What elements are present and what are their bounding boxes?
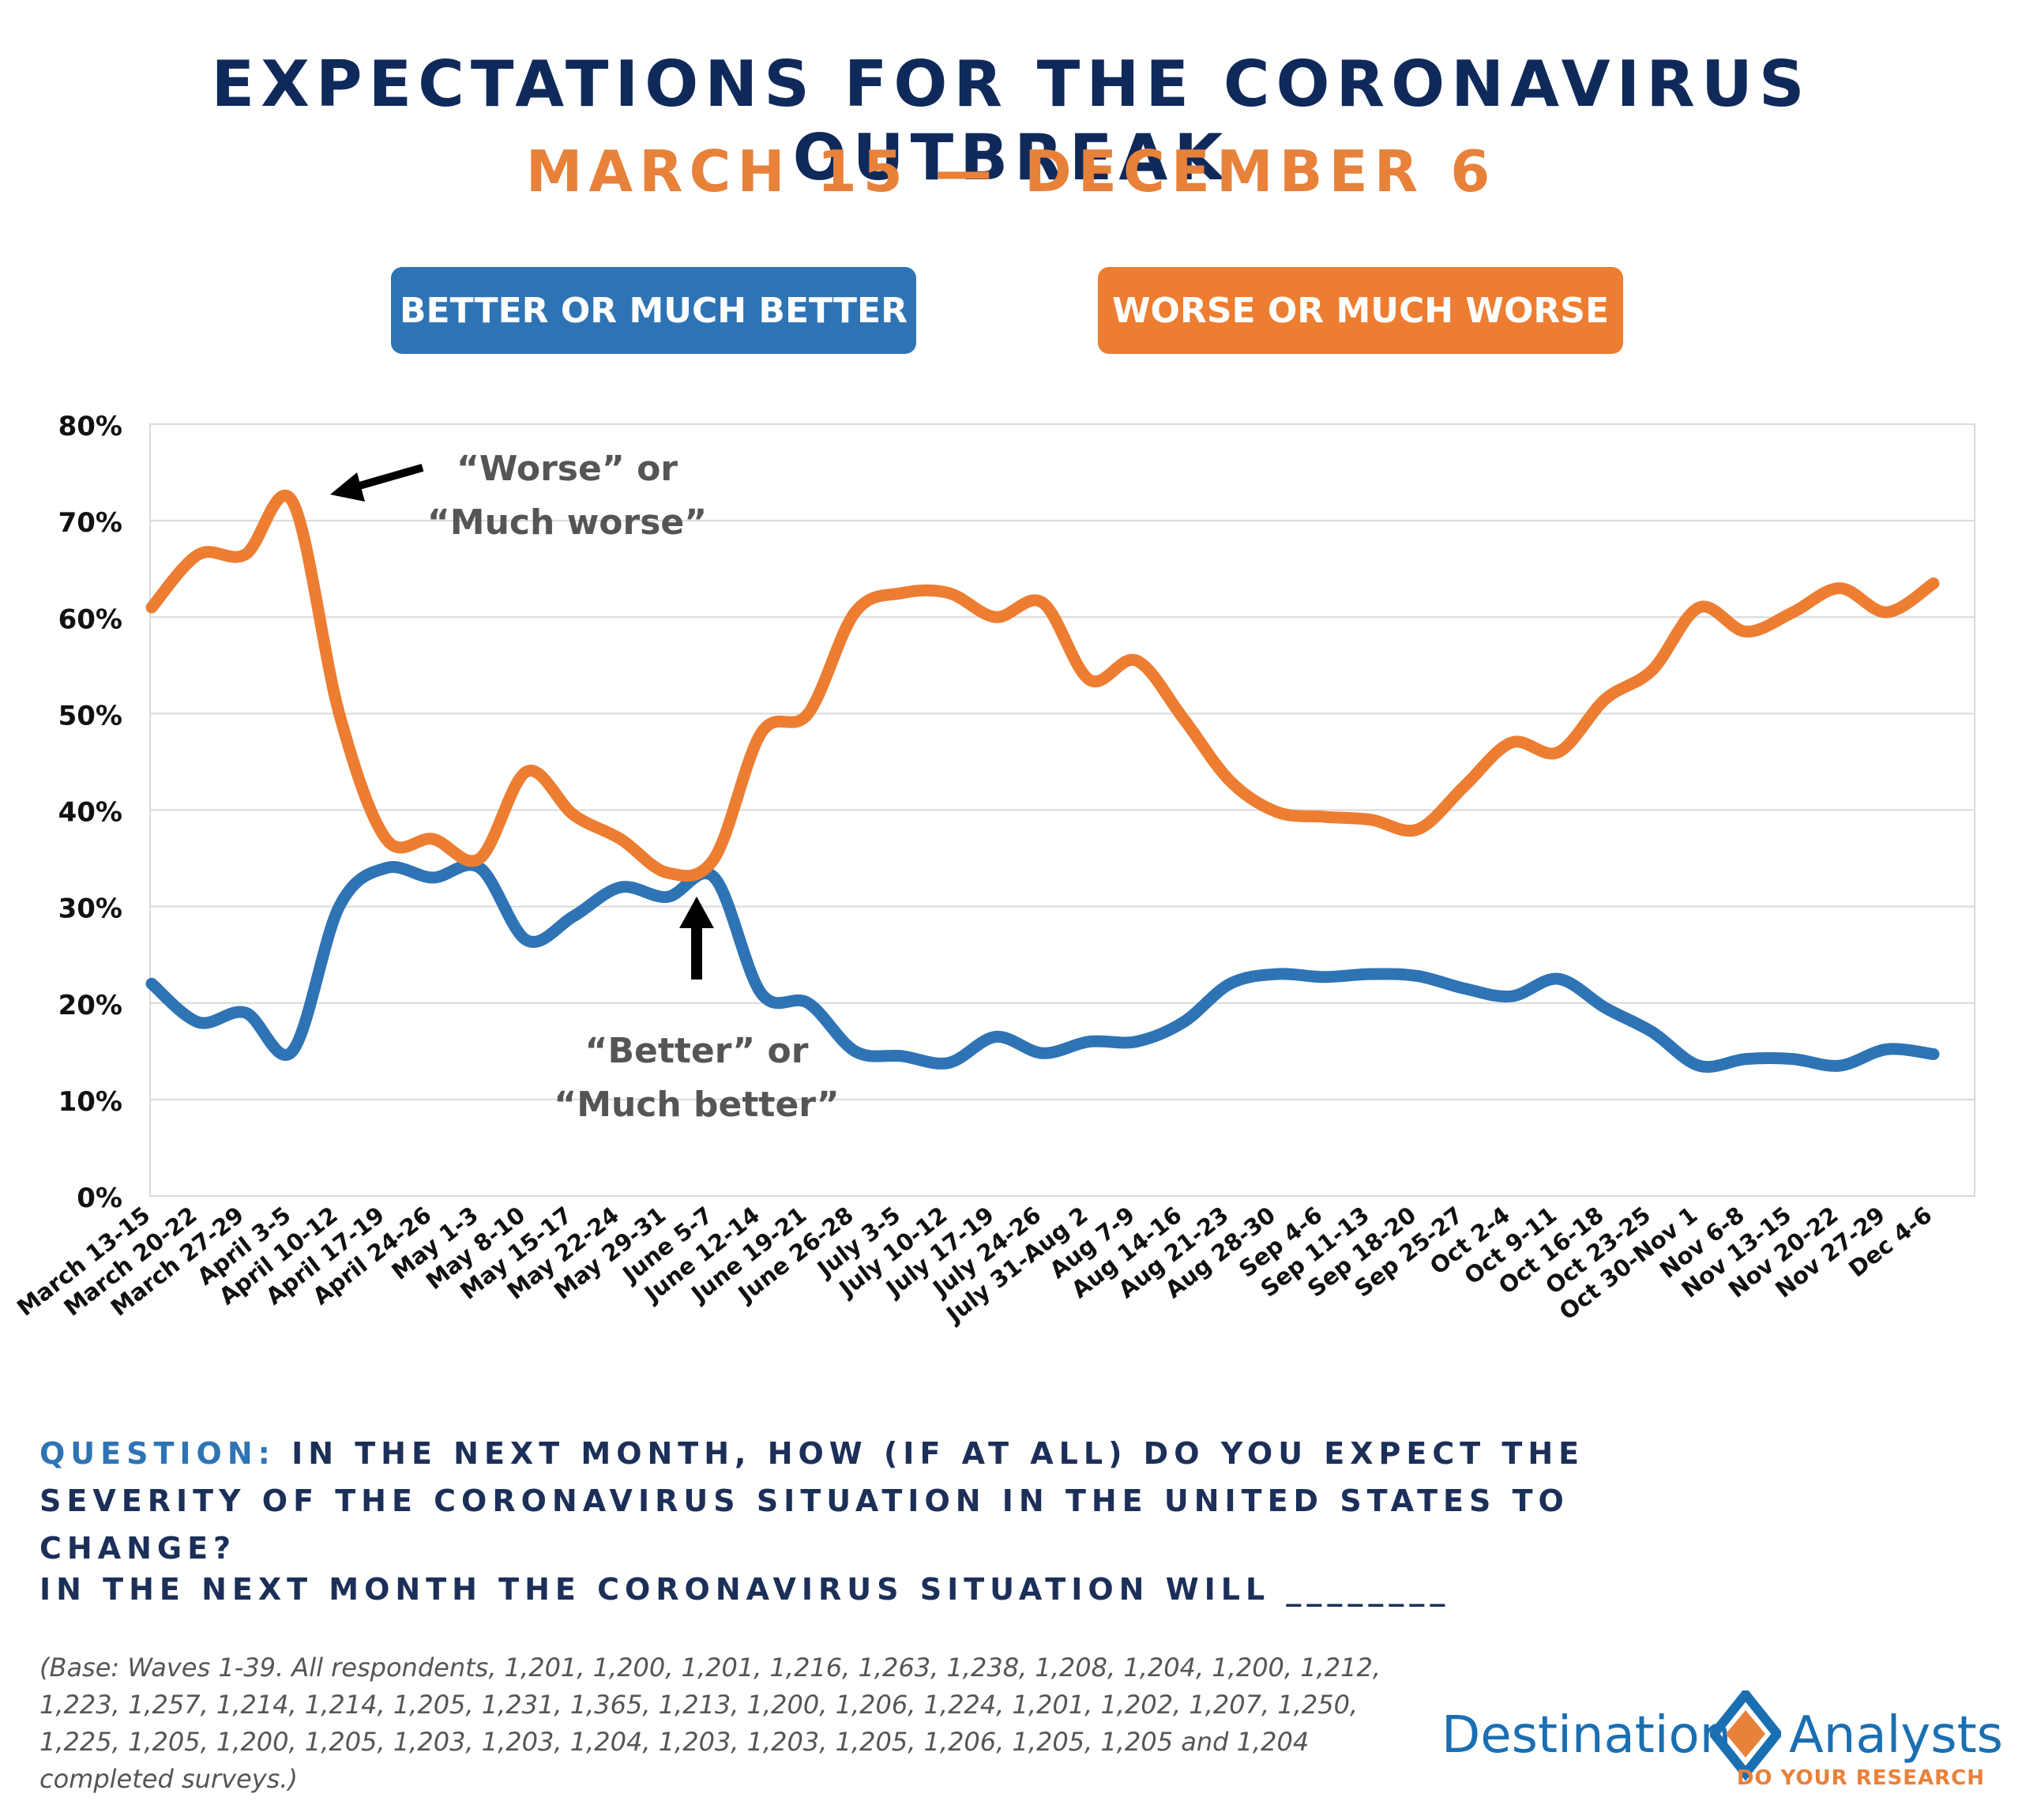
worse-arrow-shaft [352,464,424,491]
y-tick-label: 30% [58,893,122,925]
better-annotation-line1: “Better” or [585,1031,809,1071]
better-annotation-line2: “Much better” [554,1085,839,1125]
chart-title: EXPECTATIONS FOR THE CORONAVIRUS OUTBREA… [211,47,1811,194]
worse-annotation-line1: “Worse” or [457,449,678,489]
legend-better: BETTER OR MUCH BETTER [391,267,916,354]
logo-word-destination: Destination [1441,1706,1732,1765]
legend-worse: WORSE OR MUCH WORSE [1098,267,1623,354]
y-tick-label: 0% [77,1183,122,1214]
worse-annotation: “Worse” or “Much worse” [330,449,707,543]
legend-worse-label: WORSE OR MUCH WORSE [1112,290,1609,331]
question-label: QUESTION: [39,1436,276,1471]
worse-series-line [145,489,1940,882]
question-text: IN THE NEXT MONTH, HOW (IF AT ALL) DO YO… [39,1436,1585,1566]
survey-question: QUESTION: IN THE NEXT MONTH, HOW (IF AT … [39,1430,1698,1572]
y-tick-label: 60% [58,604,122,635]
logo-tagline: DO YOUR RESEARCH [1736,1766,1985,1790]
better-arrow-head [679,897,714,928]
y-tick-label: 50% [58,700,122,731]
line-chart: 0%10%20%30%40%50%60%70%80% March 13-15Ma… [12,411,1975,1329]
y-tick-label: 10% [58,1086,122,1118]
worse-annotation-line2: “Much worse” [427,502,707,543]
worse-arrow-head [330,472,365,502]
chart-subtitle: MARCH 15 — DECEMBER 6 [525,138,1497,205]
diamond-logo-icon [1710,1690,1781,1781]
y-tick-label: 70% [58,507,122,539]
base-note: (Base: Waves 1-39. All respondents, 1,20… [39,1653,1381,1794]
blank-statement: IN THE NEXT MONTH THE CORONAVIRUS SITUAT… [39,1572,1451,1607]
logo-word-analysts: Analysts [1789,1706,2003,1765]
destination-analysts-logo: Destination Analysts DO YOUR RESEARCH [1441,1690,2003,1793]
legend-better-label: BETTER OR MUCH BETTER [399,290,908,331]
better-series-line [145,859,1940,1074]
y-tick-label: 40% [58,797,122,829]
y-tick-label: 20% [58,990,122,1021]
better-annotation: “Better” or “Much better” [554,897,840,1125]
y-tick-label: 80% [58,411,122,442]
